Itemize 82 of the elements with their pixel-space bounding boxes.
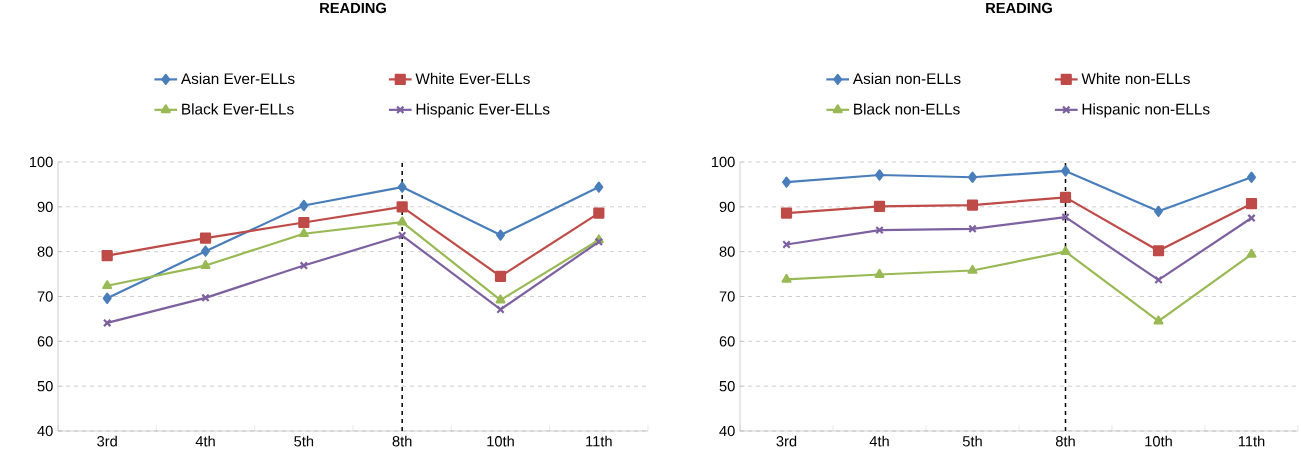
point bbox=[495, 294, 506, 304]
point bbox=[875, 225, 884, 235]
legend-label: White non-ELLs bbox=[1081, 72, 1190, 85]
point bbox=[397, 181, 407, 193]
y-tick-label: 90 bbox=[719, 201, 735, 213]
point bbox=[873, 200, 886, 212]
x-tick-label: 5th bbox=[294, 435, 314, 447]
y-tick-label: 80 bbox=[719, 246, 735, 257]
point bbox=[593, 207, 605, 219]
point bbox=[874, 268, 885, 278]
point bbox=[966, 199, 979, 211]
point bbox=[594, 181, 604, 193]
point bbox=[782, 176, 791, 188]
point bbox=[1061, 212, 1070, 222]
point bbox=[875, 169, 884, 181]
legend-label: Black Ever-ELLs bbox=[182, 103, 294, 115]
point bbox=[397, 216, 408, 226]
x-tick-label: 3rd bbox=[776, 435, 797, 447]
point bbox=[1060, 246, 1071, 256]
point bbox=[968, 224, 977, 234]
x-tick-label: 5th bbox=[962, 435, 982, 447]
point bbox=[496, 229, 505, 241]
point bbox=[101, 250, 113, 262]
point bbox=[298, 228, 309, 238]
point bbox=[1245, 198, 1258, 210]
x-tick-label: 10th bbox=[1145, 435, 1172, 447]
point bbox=[200, 259, 211, 269]
legend-label: Black non-ELLs bbox=[854, 103, 960, 115]
y-tick-label: 50 bbox=[37, 380, 53, 392]
y-tick-label: 50 bbox=[719, 380, 735, 392]
y-tick-label: 40 bbox=[719, 425, 735, 437]
point bbox=[780, 207, 793, 219]
point bbox=[781, 273, 792, 283]
legend-label: Asian non-ELLs bbox=[852, 72, 961, 85]
point bbox=[201, 245, 210, 257]
y-tick-label: 80 bbox=[37, 246, 53, 257]
point bbox=[102, 280, 113, 290]
legend-label: White Ever-ELLs bbox=[415, 72, 530, 85]
point bbox=[1246, 248, 1257, 258]
point bbox=[102, 318, 112, 328]
point bbox=[1153, 315, 1164, 325]
point bbox=[298, 216, 310, 229]
point bbox=[1154, 275, 1163, 285]
point bbox=[1152, 245, 1165, 257]
chart-title: READING bbox=[320, 2, 386, 14]
point bbox=[1247, 213, 1256, 223]
x-tick-label: 10th bbox=[487, 435, 514, 447]
point bbox=[299, 261, 309, 270]
y-tick-label: 70 bbox=[719, 291, 735, 302]
legend-label: Asian Ever-ELLs bbox=[180, 72, 295, 85]
point bbox=[397, 231, 407, 240]
x-tick-label: 8th bbox=[392, 435, 412, 447]
point bbox=[494, 270, 507, 282]
point bbox=[968, 171, 977, 183]
point bbox=[1247, 171, 1256, 183]
point bbox=[299, 199, 309, 212]
x-tick-label: 11th bbox=[1238, 435, 1265, 447]
point bbox=[396, 201, 408, 213]
point bbox=[496, 305, 505, 314]
point bbox=[201, 293, 210, 303]
point bbox=[199, 232, 212, 244]
y-tick-label: 90 bbox=[37, 201, 53, 213]
y-tick-label: 100 bbox=[29, 156, 53, 168]
y-tick-label: 100 bbox=[711, 156, 735, 168]
point bbox=[1059, 191, 1072, 204]
point bbox=[1154, 205, 1163, 217]
x-tick-label: 4th bbox=[869, 435, 889, 447]
point bbox=[102, 292, 112, 304]
x-tick-label: 8th bbox=[1055, 435, 1075, 447]
y-tick-label: 70 bbox=[37, 291, 53, 302]
point bbox=[782, 240, 791, 249]
x-tick-label: 11th bbox=[586, 435, 612, 447]
legend-label: Hispanic non-ELLs bbox=[1082, 103, 1210, 118]
y-tick-label: 60 bbox=[37, 336, 53, 347]
point bbox=[1061, 165, 1070, 177]
y-tick-label: 40 bbox=[37, 425, 53, 437]
y-tick-label: 60 bbox=[719, 336, 735, 347]
legend-label: Hispanic Ever-ELLs bbox=[416, 103, 550, 118]
chart-title: READING bbox=[986, 2, 1052, 14]
point bbox=[967, 264, 978, 274]
x-tick-label: 4th bbox=[195, 435, 215, 447]
x-tick-label: 3rd bbox=[97, 435, 117, 447]
